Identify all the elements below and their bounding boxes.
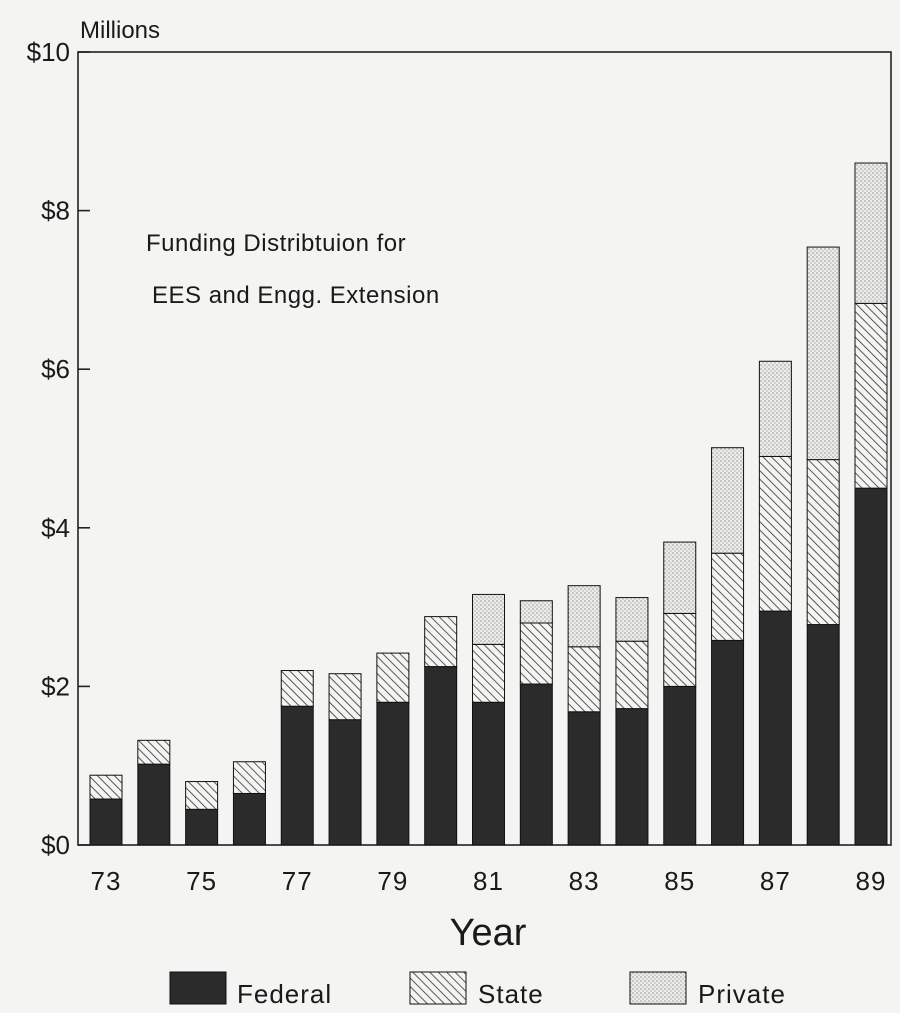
x-tick-label: 89 (856, 866, 887, 896)
x-tick-label: 79 (377, 866, 408, 896)
bar-federal-81 (472, 701, 505, 846)
bar-federal-85 (663, 685, 697, 846)
legend-swatch-private (629, 971, 687, 1005)
bar-private-86 (711, 447, 745, 554)
bar-federal-83 (567, 711, 601, 846)
bar-federal-75 (185, 808, 219, 846)
bar-state-79 (376, 652, 410, 703)
bar-private-81 (472, 593, 505, 645)
bar-federal-79 (376, 701, 410, 846)
y-tick-label: $4 (41, 513, 70, 543)
bar-state-74 (137, 739, 171, 765)
legend-label-private: Private (698, 979, 786, 1008)
bar-federal-77 (280, 705, 314, 846)
bar-private-88 (806, 246, 840, 461)
bar-federal-76 (232, 792, 266, 846)
y-tick-label: $8 (41, 196, 70, 226)
bar-private-89 (854, 162, 888, 304)
bar-private-82 (519, 600, 553, 624)
bar-state-89 (854, 302, 888, 489)
bar-state-77 (280, 670, 314, 707)
bar-state-86 (711, 552, 745, 641)
bar-private-87 (758, 360, 792, 457)
bar-state-87 (758, 455, 792, 612)
bar-state-80 (424, 616, 458, 668)
x-tick-label: 87 (760, 866, 791, 896)
x-tick-label: 77 (282, 866, 313, 896)
bar-federal-89 (854, 487, 888, 846)
bar-state-82 (519, 622, 553, 685)
y-tick-label: $6 (41, 354, 70, 384)
y-tick-label: $0 (41, 830, 70, 860)
bar-federal-82 (519, 683, 553, 846)
y-axis: $0 $2 $4 $6 $8 $10 (27, 37, 90, 860)
bar-federal-88 (806, 624, 840, 846)
legend-label-federal: Federal (237, 979, 332, 1008)
bar-state-85 (663, 612, 697, 687)
legend: Federal State Private (169, 971, 786, 1009)
bar-federal-84 (615, 708, 649, 846)
bar-state-84 (615, 640, 649, 710)
bar-state-76 (232, 761, 266, 794)
chart-title: Funding Distribtuion for (146, 230, 406, 257)
x-axis: 73 75 77 79 81 83 85 87 89 (91, 866, 887, 896)
legend-swatch-federal (169, 971, 227, 1005)
bar-private-85 (663, 541, 697, 614)
x-axis-label: Year (450, 912, 527, 954)
x-tick-label: 73 (91, 866, 122, 896)
bar-state-78 (328, 673, 362, 721)
y-tick-label: $10 (27, 37, 70, 67)
x-tick-label: 85 (664, 866, 695, 896)
x-tick-label: 83 (569, 866, 600, 896)
legend-label-state: State (478, 979, 544, 1008)
bar-federal-73 (89, 798, 123, 846)
bar-private-84 (615, 597, 649, 642)
bar-federal-80 (424, 666, 458, 846)
bar-state-81 (472, 643, 505, 703)
bar-state-83 (567, 646, 601, 713)
bar-state-88 (806, 459, 840, 626)
x-tick-label: 75 (186, 866, 217, 896)
legend-swatch-state (409, 971, 467, 1005)
bar-group (89, 162, 888, 846)
y-axis-label: Millions (80, 17, 160, 44)
y-tick-label: $2 (41, 671, 70, 701)
chart-subtitle: EES and Engg. Extension (152, 282, 440, 309)
bar-state-73 (89, 774, 123, 800)
x-tick-label: 81 (473, 866, 504, 896)
bar-state-75 (185, 781, 219, 810)
bar-private-83 (567, 585, 601, 648)
bar-federal-86 (711, 639, 745, 846)
bar-federal-87 (758, 610, 792, 846)
bar-federal-74 (137, 763, 171, 846)
bar-federal-78 (328, 719, 362, 846)
